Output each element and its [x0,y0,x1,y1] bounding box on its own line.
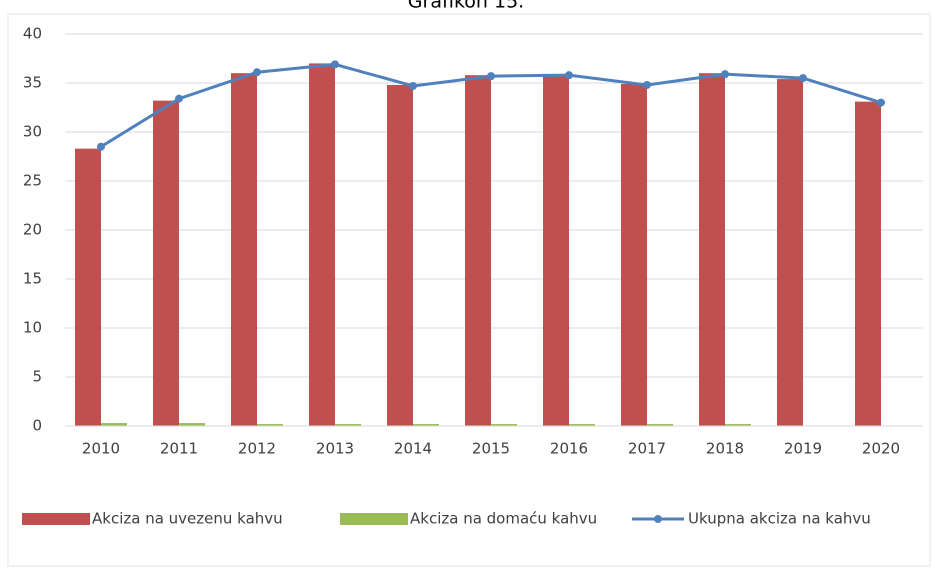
x-tick-label: 2011 [160,440,198,458]
line-marker [97,142,105,151]
bar [699,73,725,426]
line-marker [253,68,261,77]
bar [855,101,881,427]
line-marker [175,94,183,103]
x-tick-label: 2019 [784,440,822,458]
y-tick-label: 15 [23,270,42,288]
bar [465,75,491,426]
y-tick-label: 0 [32,417,42,435]
bar [153,100,179,426]
legend-label: Akciza na uvezenu kahvu [92,510,283,528]
bar [569,424,595,426]
y-tick-label: 30 [23,123,42,141]
bar [231,73,257,426]
bar [75,148,101,426]
line-marker [565,71,573,80]
bar [101,423,127,426]
bar [647,424,673,426]
bar [309,63,335,427]
chart-title: Grafikon 15. [408,0,524,13]
legend-label: Ukupna akciza na kahvu [688,510,871,528]
bar [257,424,283,426]
legend-swatch [22,513,90,525]
chart-border [7,13,931,567]
bar [491,424,517,426]
line-marker [643,80,651,89]
line-marker [799,74,807,83]
x-tick-label: 2018 [706,440,744,458]
x-tick-label: 2013 [316,440,354,458]
line-marker [721,70,729,79]
line-marker [877,98,885,107]
x-tick-label: 2017 [628,440,666,458]
bar [725,424,751,426]
line-marker [409,81,417,90]
y-tick-label: 35 [23,74,42,92]
x-tick-label: 2015 [472,440,510,458]
legend-swatch [654,515,662,523]
bar [621,83,647,426]
bar [543,75,569,426]
x-tick-label: 2014 [394,440,432,458]
bar [179,423,205,426]
bar [777,79,803,426]
y-tick-label: 10 [23,319,42,337]
x-tick-label: 2010 [82,440,120,458]
legend-swatch [340,513,408,525]
y-tick-label: 25 [23,172,42,190]
y-tick-label: 5 [32,368,42,386]
x-tick-label: 2016 [550,440,588,458]
x-tick-label: 2012 [238,440,276,458]
legend-label: Akciza na domaću kahvu [410,510,597,528]
y-tick-label: 40 [23,25,42,43]
line-marker [331,60,339,69]
y-tick-label: 20 [23,221,42,239]
bar [335,424,361,426]
bar [387,84,413,427]
x-tick-label: 2020 [862,440,900,458]
bar [413,424,439,426]
line-marker [487,72,495,81]
